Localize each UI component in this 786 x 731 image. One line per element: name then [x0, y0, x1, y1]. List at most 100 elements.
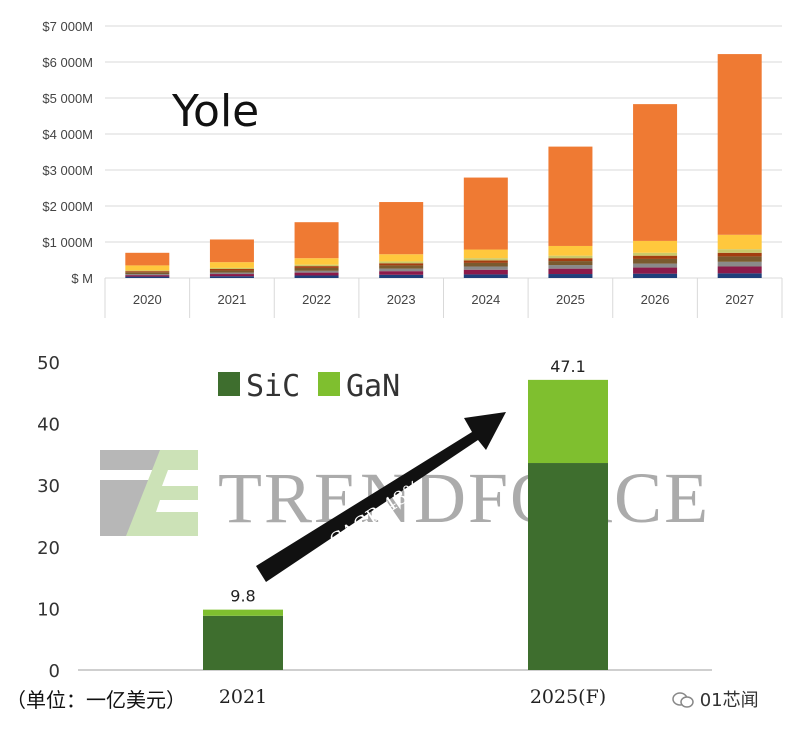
x-tick-label: 2022 — [302, 292, 331, 307]
cagr-label: CAGR 48% — [326, 476, 427, 552]
legend: SiC GaN — [218, 369, 400, 404]
bar-segment — [379, 254, 424, 262]
bar-segment — [548, 258, 593, 262]
bar-segment — [379, 202, 424, 255]
bar-segment-sic — [528, 463, 608, 670]
x-tick-label: 2027 — [725, 292, 754, 307]
bar-segment — [209, 267, 254, 269]
bar-segment-sic — [203, 615, 283, 670]
x-tick-label: 2024 — [471, 292, 500, 307]
y-tick-label: $3 000M — [42, 163, 93, 178]
bar-segment — [548, 255, 593, 259]
bar-segment — [633, 104, 678, 241]
bar-segment — [717, 249, 762, 253]
bar-segment — [463, 260, 508, 263]
bar-segment — [717, 54, 762, 235]
bar-segment — [717, 252, 762, 257]
wechat-icon — [672, 692, 694, 708]
bar-segment — [294, 270, 339, 273]
bottom-ticks: 0 10 20 30 40 50 — [37, 353, 60, 682]
bar-segment — [548, 146, 593, 246]
bar-segment — [125, 275, 170, 277]
bar-segment — [209, 270, 254, 273]
y-tick-label: 10 — [37, 599, 60, 620]
cagr-arrow: CAGR 48% — [256, 412, 506, 582]
top-chart: $ M $1 000M $2 000M $3 000M $4 000M $5 000M $6… — [42, 19, 783, 318]
bar-segment — [209, 276, 254, 278]
y-tick-label: $1 000M — [42, 235, 93, 250]
yole-watermark: Yole — [171, 86, 259, 137]
bar-segment — [717, 273, 762, 278]
x-tick-label: 2021 — [219, 686, 267, 708]
bar-segment — [379, 263, 424, 266]
trendforce-watermark: TRENDFORCE — [100, 450, 710, 538]
source-credit: 01芯闻 — [672, 686, 759, 712]
bar-segment — [294, 264, 339, 267]
bar-segment — [294, 272, 339, 276]
bar-segment — [209, 274, 254, 277]
legend-label-gan: GaN — [346, 369, 400, 404]
x-tick-label: 2020 — [133, 292, 162, 307]
y-tick-label: 20 — [37, 538, 60, 559]
legend-swatch-gan — [318, 372, 340, 396]
top-categories: 2020 2021 2022 2023 2024 2025 2026 2027 — [133, 292, 754, 307]
bar-segment — [463, 262, 508, 267]
y-tick-label: $5 000M — [42, 91, 93, 106]
credit-text: 01芯闻 — [699, 690, 759, 711]
top-bars — [125, 54, 762, 278]
bar-segment — [633, 263, 678, 268]
bar-segment — [209, 272, 254, 275]
bar-segment — [717, 256, 762, 262]
top-grid — [104, 25, 783, 318]
legend-swatch-sic — [218, 372, 240, 396]
y-tick-label: $4 000M — [42, 127, 93, 142]
bar-segment-gan — [528, 379, 608, 464]
bar-segment — [125, 272, 170, 275]
x-tick-label: 2025 — [556, 292, 585, 307]
y-tick-label: 30 — [37, 476, 60, 497]
bar-segment — [633, 267, 678, 274]
trendforce-wordmark: TRENDFORCE — [218, 458, 710, 538]
bar-segment — [125, 274, 170, 276]
bar-segment — [125, 252, 170, 266]
bar-segment — [209, 262, 254, 268]
bar-segment — [717, 261, 762, 267]
bar-segment — [209, 269, 254, 271]
bar-segment — [548, 245, 593, 256]
bar-segment — [125, 265, 170, 271]
x-tick-label: 2023 — [387, 292, 416, 307]
bar-segment — [379, 261, 424, 264]
bar-segment — [294, 275, 339, 278]
arrow-icon — [256, 412, 506, 582]
bar-segment — [548, 274, 593, 278]
bar-segment — [294, 267, 339, 271]
bar-segment — [463, 249, 508, 259]
bottom-bars: 9.8 47.1 — [203, 357, 608, 670]
bar-segment — [209, 239, 254, 263]
total-label: 47.1 — [550, 357, 586, 376]
bar-segment — [633, 255, 678, 259]
x-tick-label: 2021 — [217, 292, 246, 307]
legend-label-sic: SiC — [246, 369, 300, 404]
trendforce-logo-icon — [100, 450, 198, 536]
y-tick-label: $6 000M — [42, 55, 93, 70]
y-tick-label: 50 — [37, 353, 60, 374]
bar-segment — [294, 258, 339, 265]
bar-segment — [717, 234, 762, 250]
unit-note: （单位：一亿美元） — [6, 688, 186, 712]
total-label: 9.8 — [230, 587, 255, 606]
bar-segment — [294, 266, 339, 268]
bar-segment — [463, 258, 508, 261]
top-ticks: $ M $1 000M $2 000M $3 000M $4 000M $5 000M $6… — [42, 19, 93, 286]
x-tick-label: 2025(F) — [530, 686, 606, 708]
y-tick-label: $7 000M — [42, 19, 93, 34]
bar-segment — [125, 271, 170, 273]
bottom-categories: 2021 2025(F) — [219, 686, 606, 708]
bar-segment-gan — [203, 609, 283, 616]
bar-segment — [463, 266, 508, 270]
bar-segment — [125, 276, 170, 278]
bar-segment — [379, 271, 424, 275]
y-tick-label: $ M — [71, 271, 93, 286]
bar-segment — [548, 261, 593, 266]
bar-segment — [633, 258, 678, 264]
